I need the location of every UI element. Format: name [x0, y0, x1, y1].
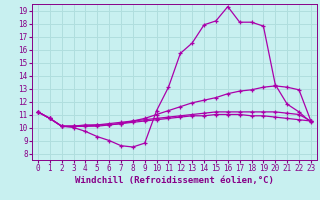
- X-axis label: Windchill (Refroidissement éolien,°C): Windchill (Refroidissement éolien,°C): [75, 176, 274, 185]
